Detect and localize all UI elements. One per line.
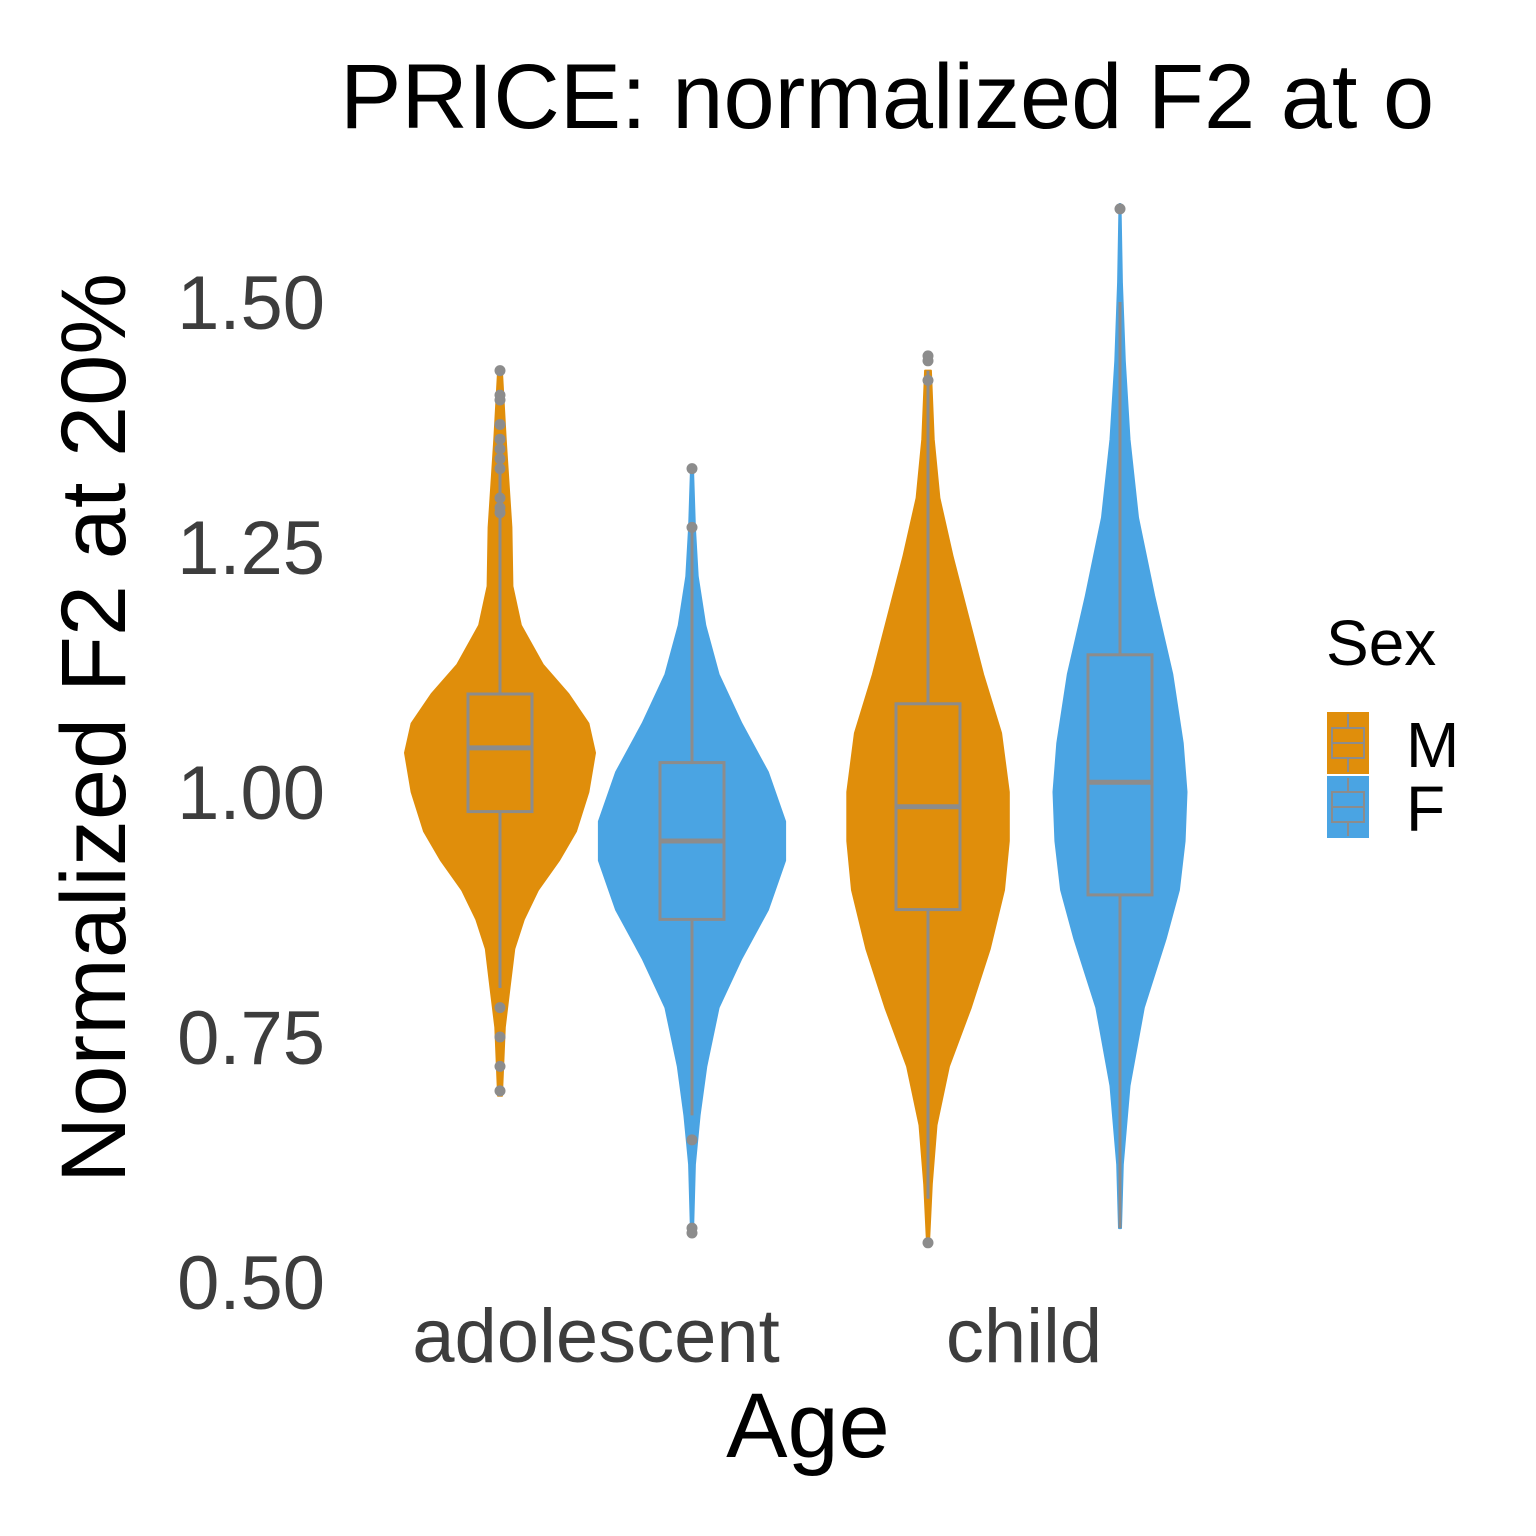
iqr-box xyxy=(466,692,534,814)
legend-key-F xyxy=(1327,776,1369,838)
outlier-point xyxy=(686,1227,698,1239)
y-axis-ticks: 0.50 0.75 1.00 1.25 1.50 xyxy=(177,261,325,1326)
outlier-point xyxy=(494,1031,506,1043)
outlier-point xyxy=(494,1085,506,1097)
outlier-point xyxy=(686,463,698,475)
outlier-point xyxy=(494,1060,506,1072)
legend-title: Sex xyxy=(1326,607,1436,679)
outlier-point xyxy=(494,394,506,406)
outlier-point xyxy=(922,1237,934,1249)
outlier-point xyxy=(494,1002,506,1014)
x-tick-label: adolescent xyxy=(412,1294,780,1379)
y-tick-label: 0.75 xyxy=(177,996,325,1081)
outlier-point xyxy=(494,433,506,445)
y-tick-label: 1.50 xyxy=(177,261,325,346)
violin-group-adolescent-F xyxy=(597,463,787,1239)
outlier-point xyxy=(686,521,698,533)
y-axis-title: Normalized F2 at 20% xyxy=(43,273,145,1183)
outlier-point xyxy=(922,374,934,386)
violin-group-child-M xyxy=(846,350,1010,1249)
iqr-box xyxy=(1086,653,1154,897)
outlier-point xyxy=(494,443,506,455)
legend: Sex MF xyxy=(1326,607,1459,845)
legend-key-M xyxy=(1327,712,1369,774)
y-tick-label: 0.50 xyxy=(177,1241,325,1326)
legend-label-M: M xyxy=(1406,709,1459,781)
outlier-point xyxy=(494,453,506,465)
legend-label-F: F xyxy=(1406,773,1445,845)
plot-panel xyxy=(404,203,1188,1249)
outlier-point xyxy=(922,355,934,367)
x-tick-label: child xyxy=(946,1294,1102,1379)
outlier-point xyxy=(494,507,506,519)
outlier-point xyxy=(494,419,506,430)
chart-title: PRICE: normalized F2 at o xyxy=(340,46,1434,148)
outlier-point xyxy=(1114,203,1126,215)
violin-group-adolescent-M xyxy=(404,365,596,1097)
violin-group-child-F xyxy=(1052,203,1188,1230)
outlier-point xyxy=(494,492,506,504)
x-axis-title: Age xyxy=(726,1375,890,1477)
x-axis-ticks: adolescent child xyxy=(412,1294,1102,1379)
y-tick-label: 1.25 xyxy=(177,506,325,591)
y-tick-label: 1.00 xyxy=(177,751,325,836)
outlier-point xyxy=(686,1134,698,1146)
outlier-point xyxy=(494,365,506,377)
outlier-point xyxy=(494,463,506,475)
